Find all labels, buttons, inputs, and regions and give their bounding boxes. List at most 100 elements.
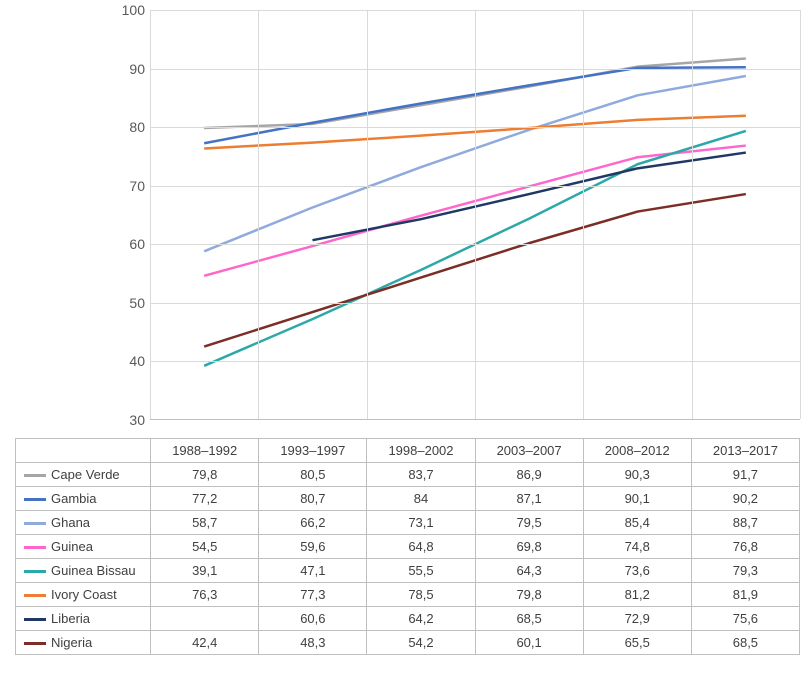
series-name: Ghana [51,515,90,530]
value-cell: 64,3 [475,559,583,583]
value-cell: 79,5 [475,511,583,535]
value-cell: 77,2 [151,487,259,511]
category-separator [692,10,693,419]
value-cell: 48,3 [259,631,367,655]
table-row: Cape Verde 79,880,583,786,990,391,7 [16,463,800,487]
legend-swatch-icon [24,618,46,621]
category-separator [150,10,151,419]
value-cell: 72,9 [583,607,691,631]
value-cell: 74,8 [583,535,691,559]
y-tick-label: 50 [115,295,145,311]
value-cell: 86,9 [475,463,583,487]
value-cell: 55,5 [367,559,475,583]
category-separator [258,10,259,419]
data-table: 1988–19921993–19971998–20022003–20072008… [15,438,800,655]
legend-cell: Guinea Bissau [16,559,151,583]
period-header: 2013–2017 [691,439,799,463]
value-cell: 90,1 [583,487,691,511]
period-header: 2008–2012 [583,439,691,463]
value-cell: 69,8 [475,535,583,559]
value-cell: 87,1 [475,487,583,511]
legend-cell: Ivory Coast [16,583,151,607]
legend-swatch-icon [24,474,46,477]
value-cell: 76,3 [151,583,259,607]
value-cell: 64,2 [367,607,475,631]
value-cell: 91,7 [691,463,799,487]
period-header: 1998–2002 [367,439,475,463]
value-cell: 81,9 [691,583,799,607]
value-cell: 84 [367,487,475,511]
value-cell: 73,1 [367,511,475,535]
legend-cell: Ghana [16,511,151,535]
legend-cell: Nigeria [16,631,151,655]
series-line [313,153,746,241]
value-cell: 88,7 [691,511,799,535]
legend-swatch-icon [24,594,46,597]
value-cell: 76,8 [691,535,799,559]
value-cell: 66,2 [259,511,367,535]
y-tick-label: 30 [115,412,145,428]
value-cell: 42,4 [151,631,259,655]
value-cell: 85,4 [583,511,691,535]
legend-cell: Cape Verde [16,463,151,487]
value-cell: 79,8 [151,463,259,487]
chart-container: 30405060708090100 1988–19921993–19971998… [0,0,811,689]
legend-cell: Liberia [16,607,151,631]
legend-swatch-icon [24,522,46,525]
value-cell: 54,2 [367,631,475,655]
series-name: Nigeria [51,635,92,650]
value-cell: 68,5 [691,631,799,655]
table-row: Gambia 77,280,78487,190,190,2 [16,487,800,511]
y-tick-label: 80 [115,119,145,135]
chart-area: 30405060708090100 [40,10,800,435]
legend-swatch-icon [24,546,46,549]
value-cell: 68,5 [475,607,583,631]
period-header: 1988–1992 [151,439,259,463]
legend-cell: Gambia [16,487,151,511]
series-name: Guinea Bissau [51,563,136,578]
table-header-row: 1988–19921993–19971998–20022003–20072008… [16,439,800,463]
table-corner-cell [16,439,151,463]
y-tick-label: 60 [115,236,145,252]
value-cell: 65,5 [583,631,691,655]
category-separator [583,10,584,419]
period-header: 2003–2007 [475,439,583,463]
series-name: Ivory Coast [51,587,117,602]
series-name: Cape Verde [51,467,120,482]
value-cell: 78,5 [367,583,475,607]
value-cell: 80,7 [259,487,367,511]
table-row: Liberia 60,664,268,572,975,6 [16,607,800,631]
table-row: Guinea Bissau39,147,155,564,373,679,3 [16,559,800,583]
table-row: Ghana 58,766,273,179,585,488,7 [16,511,800,535]
value-cell: 80,5 [259,463,367,487]
value-cell: 59,6 [259,535,367,559]
value-cell: 54,5 [151,535,259,559]
value-cell: 64,8 [367,535,475,559]
value-cell: 73,6 [583,559,691,583]
table-row: Nigeria 42,448,354,260,165,568,5 [16,631,800,655]
value-cell: 39,1 [151,559,259,583]
period-header: 1993–1997 [259,439,367,463]
value-cell: 90,2 [691,487,799,511]
value-cell: 77,3 [259,583,367,607]
value-cell: 83,7 [367,463,475,487]
y-tick-label: 70 [115,178,145,194]
value-cell: 81,2 [583,583,691,607]
value-cell: 58,7 [151,511,259,535]
legend-swatch-icon [24,642,46,645]
y-tick-label: 90 [115,61,145,77]
legend-cell: Guinea [16,535,151,559]
series-name: Guinea [51,539,93,554]
category-separator [475,10,476,419]
series-name: Liberia [51,611,90,626]
y-tick-label: 100 [115,2,145,18]
table-row: Guinea 54,559,664,869,874,876,8 [16,535,800,559]
table-row: Ivory Coast76,377,378,579,881,281,9 [16,583,800,607]
value-cell: 60,6 [259,607,367,631]
series-name: Gambia [51,491,97,506]
category-separator [367,10,368,419]
value-cell: 60,1 [475,631,583,655]
value-cell: 75,6 [691,607,799,631]
table-body: 1988–19921993–19971998–20022003–20072008… [16,439,800,655]
value-cell: 90,3 [583,463,691,487]
